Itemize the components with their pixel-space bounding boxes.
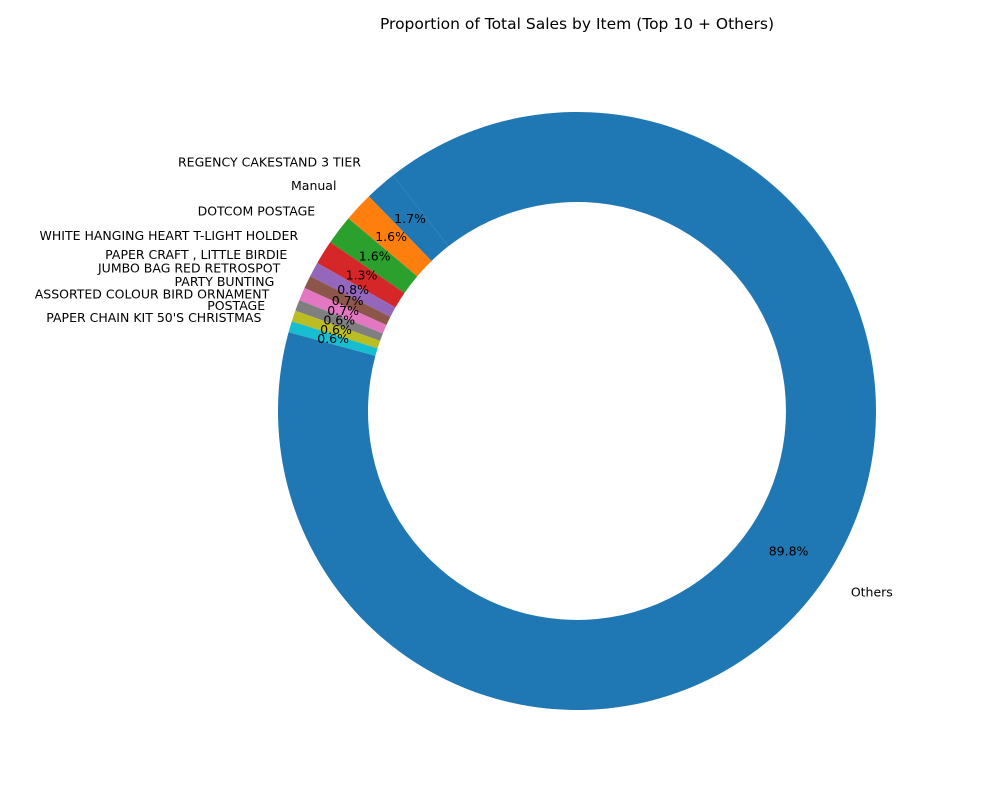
pct-label-paper-craft-little-birdie: 0.8% [337,282,369,297]
pct-label-regency-cakestand-3-tier: 1.7% [394,211,426,226]
slice-label-paper-chain-kit-50-s-christmas: PAPER CHAIN KIT 50'S CHRISTMAS [46,310,261,325]
slice-label-assorted-colour-bird-ornament: ASSORTED COLOUR BIRD ORNAMENT [35,286,270,301]
slice-postage [291,310,381,349]
slice-label-regency-cakestand-3-tier: REGENCY CAKESTAND 3 TIER [178,155,361,170]
slice-label-dotcom-postage: DOTCOM POSTAGE [198,203,316,218]
slice-white-hanging-heart-t-light-holder [317,242,405,308]
slice-assorted-colour-bird-ornament [295,300,383,341]
slice-label-jumbo-bag-red-retrospot: JUMBO BAG RED RETROSPOT [97,261,281,276]
pct-label-paper-chain-kit-50-s-christmas: 0.6% [317,331,349,346]
pct-label-party-bunting: 0.7% [327,303,359,318]
pct-label-postage: 0.6% [320,322,352,337]
pct-label-others: 89.8% [769,543,809,558]
slice-jumbo-bag-red-retrospot [304,276,391,326]
pct-label-dotcom-postage: 1.6% [359,249,391,264]
slice-party-bunting [299,288,387,334]
slice-label-party-bunting: PARTY BUNTING [175,274,275,289]
pct-label-white-hanging-heart-t-light-holder: 1.3% [346,268,378,283]
pct-label-jumbo-bag-red-retrospot: 0.7% [332,293,364,308]
pct-label-assorted-colour-bird-ornament: 0.6% [323,313,355,328]
slice-label-white-hanging-heart-t-light-holder: WHITE HANGING HEART T-LIGHT HOLDER [40,228,299,243]
slice-label-others: Others [851,585,893,600]
slice-manual [348,196,432,277]
chart-title: Proportion of Total Sales by Item (Top 1… [380,15,774,33]
pct-label-manual: 1.6% [375,229,407,244]
slice-regency-cakestand-3-tier [368,175,449,261]
slice-label-paper-craft-little-birdie: PAPER CRAFT , LITTLE BIRDIE [105,247,287,262]
slice-label-postage: POSTAGE [207,298,265,313]
slice-paper-craft-little-birdie [310,262,396,317]
slice-paper-chain-kit-50-s-christmas [288,321,378,356]
slice-label-manual: Manual [291,178,336,193]
slice-dotcom-postage [330,218,418,294]
slice-others [278,111,876,711]
